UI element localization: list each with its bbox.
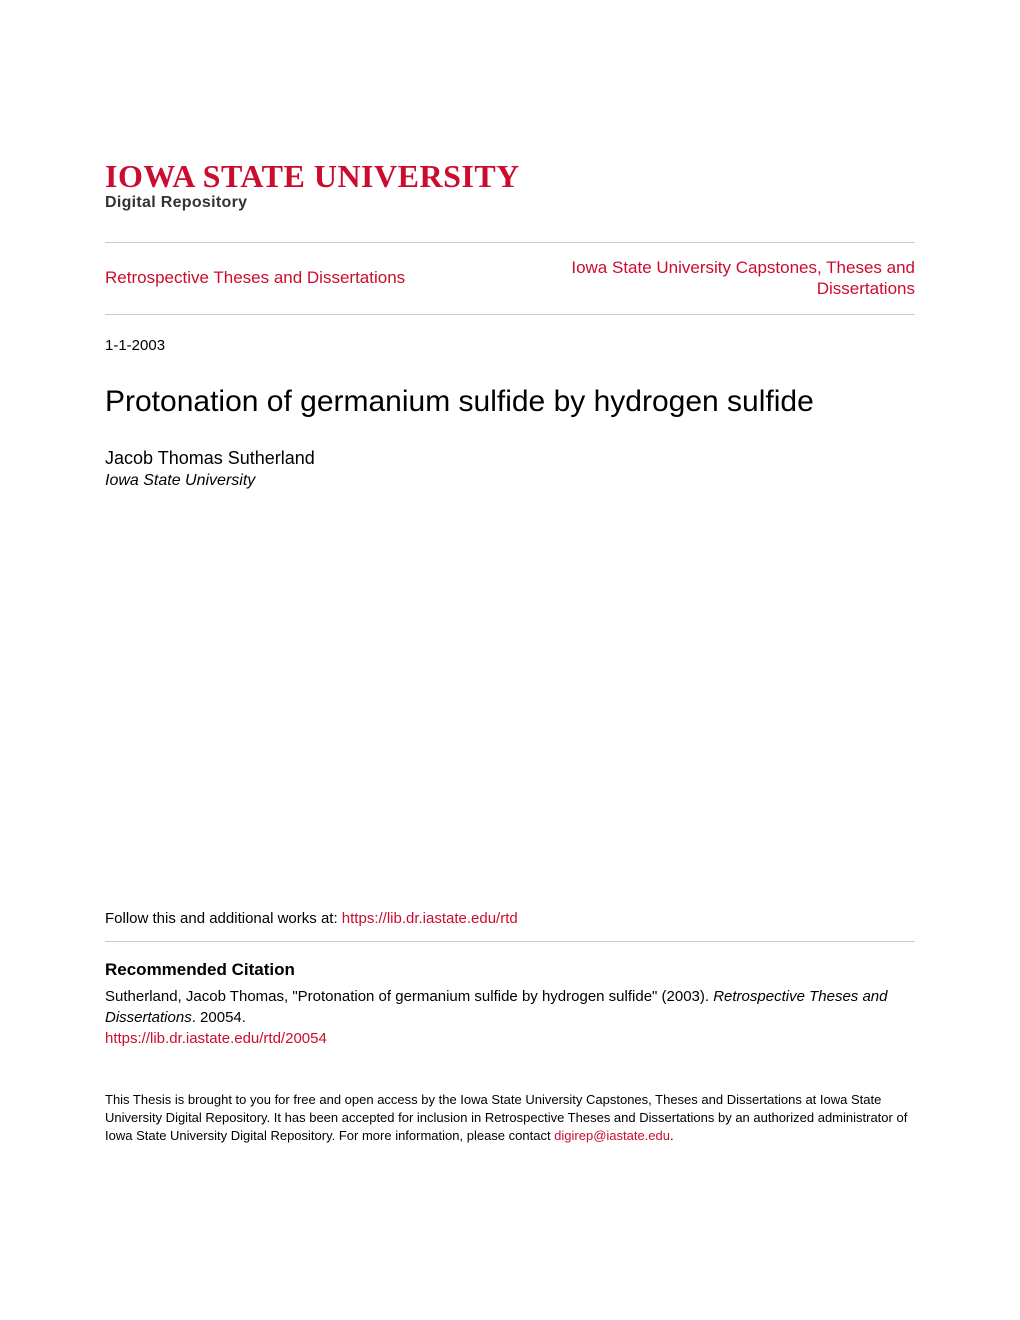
university-name: IOWA STATE UNIVERSITY [105, 160, 915, 192]
nav-link-parent-collection[interactable]: Iowa State University Capstones, Theses … [535, 257, 915, 300]
permalink-link[interactable]: https://lib.dr.iastate.edu/rtd/20054 [105, 1030, 327, 1047]
citation-text: Sutherland, Jacob Thomas, "Protonation o… [105, 986, 915, 1028]
logo-block: IOWA STATE UNIVERSITY Digital Repository [105, 160, 915, 212]
author-affiliation: Iowa State University [105, 472, 915, 490]
contact-email-link[interactable]: digirep@iastate.edu [554, 1128, 670, 1143]
author-name: Jacob Thomas Sutherland [105, 448, 915, 469]
document-title: Protonation of germanium sulfide by hydr… [105, 384, 915, 420]
citation-part2: . 20054. [192, 1009, 246, 1026]
repository-subtitle: Digital Repository [105, 194, 915, 212]
recommended-citation-heading: Recommended Citation [105, 960, 915, 980]
follow-line: Follow this and additional works at: htt… [105, 910, 915, 927]
disclaimer-period: . [670, 1128, 674, 1143]
permalink: https://lib.dr.iastate.edu/rtd/20054 [105, 1030, 915, 1047]
nav-link-collection[interactable]: Retrospective Theses and Dissertations [105, 268, 405, 288]
follow-link[interactable]: https://lib.dr.iastate.edu/rtd [342, 910, 518, 927]
citation-part1: Sutherland, Jacob Thomas, "Protonation o… [105, 988, 713, 1005]
divider [105, 941, 915, 942]
follow-prefix: Follow this and additional works at: [105, 910, 342, 927]
disclaimer-text: This Thesis is brought to you for free a… [105, 1091, 915, 1146]
spacer [105, 490, 915, 910]
publication-date: 1-1-2003 [105, 337, 915, 354]
disclaimer-body: This Thesis is brought to you for free a… [105, 1092, 907, 1143]
breadcrumb-nav: Retrospective Theses and Dissertations I… [105, 242, 915, 315]
